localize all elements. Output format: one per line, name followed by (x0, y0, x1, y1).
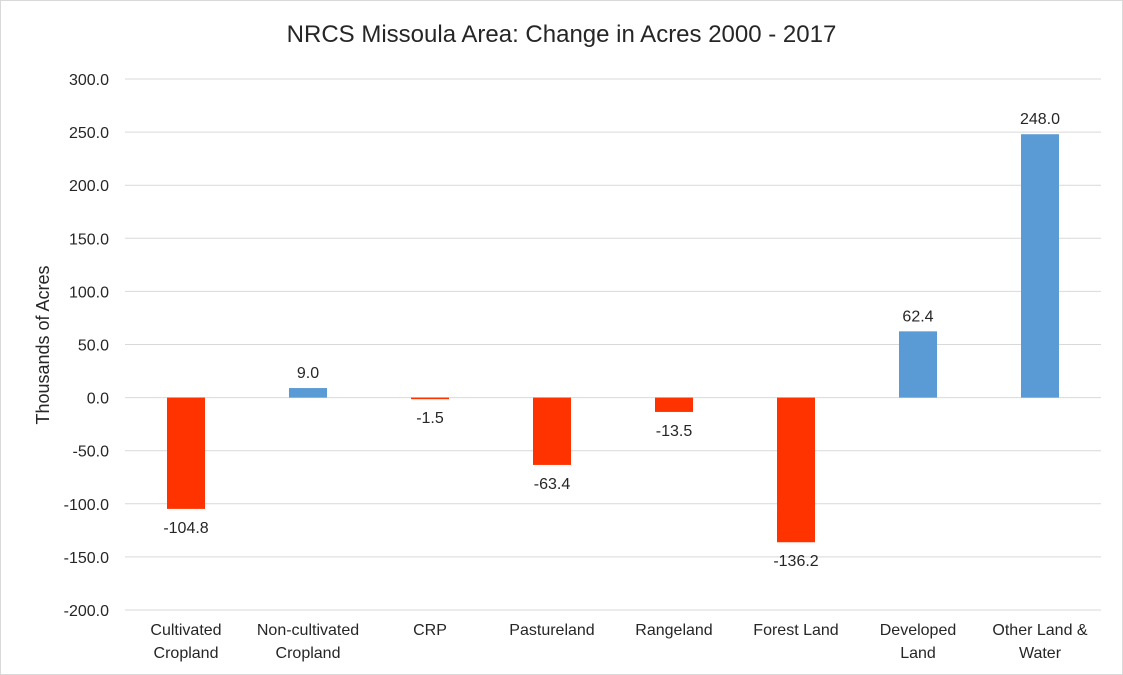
y-tick-label: 100.0 (69, 284, 109, 301)
y-tick-label: -100.0 (64, 497, 109, 514)
bar (167, 397, 205, 509)
x-category-label: Rangeland (635, 622, 712, 639)
data-label: -13.5 (656, 423, 693, 440)
x-axis-categories: Cultivated Cropland Non-cultivated Cropland… (150, 622, 1087, 662)
x-category-label: Cropland (276, 645, 341, 662)
y-tick-label: -200.0 (64, 603, 109, 620)
x-category-label: Other Land & (992, 622, 1088, 639)
data-label: 62.4 (902, 308, 933, 325)
data-label: 9.0 (297, 365, 319, 382)
y-tick-label: -50.0 (73, 444, 110, 461)
data-label: -136.2 (773, 553, 818, 570)
x-category-label: Land (900, 645, 936, 662)
x-category-label: Non-cultivated (257, 622, 359, 639)
y-axis-title: Thousands of Acres (33, 265, 53, 424)
bar (655, 397, 693, 412)
data-label: -104.8 (163, 520, 208, 537)
bar (777, 397, 815, 543)
x-category-label: Cultivated (150, 622, 221, 639)
y-tick-label: 0.0 (87, 391, 109, 408)
bar (289, 388, 327, 398)
bar (1021, 134, 1059, 398)
data-label: -63.4 (534, 476, 571, 493)
bar (533, 397, 571, 465)
chart-title: NRCS Missoula Area: Change in Acres 2000… (286, 21, 837, 48)
data-label: 248.0 (1020, 111, 1060, 128)
y-tick-label: 250.0 (69, 125, 109, 142)
bars (167, 134, 1059, 543)
x-category-label: Pastureland (509, 622, 594, 639)
y-tick-label: 300.0 (69, 72, 109, 89)
y-tick-label: -150.0 (64, 550, 109, 567)
y-axis-ticks: 300.0 250.0 200.0 150.0 100.0 50.0 0.0 -50.0 -10… (64, 72, 109, 620)
y-tick-label: 50.0 (78, 338, 109, 355)
y-tick-label: 150.0 (69, 231, 109, 248)
y-tick-label: 200.0 (69, 178, 109, 195)
bar (899, 331, 937, 398)
x-category-label: Water (1019, 645, 1062, 662)
gridlines (125, 78, 1101, 611)
data-label: -1.5 (416, 410, 444, 427)
x-category-label: Forest Land (753, 622, 838, 639)
x-category-label: Cropland (154, 645, 219, 662)
x-category-label: Developed (880, 622, 957, 639)
bar (411, 397, 449, 400)
x-category-label: CRP (413, 622, 447, 639)
data-labels: -104.8 9.0 -1.5 -63.4 -13.5 -136.2 62.4 248.0 (163, 111, 1060, 570)
